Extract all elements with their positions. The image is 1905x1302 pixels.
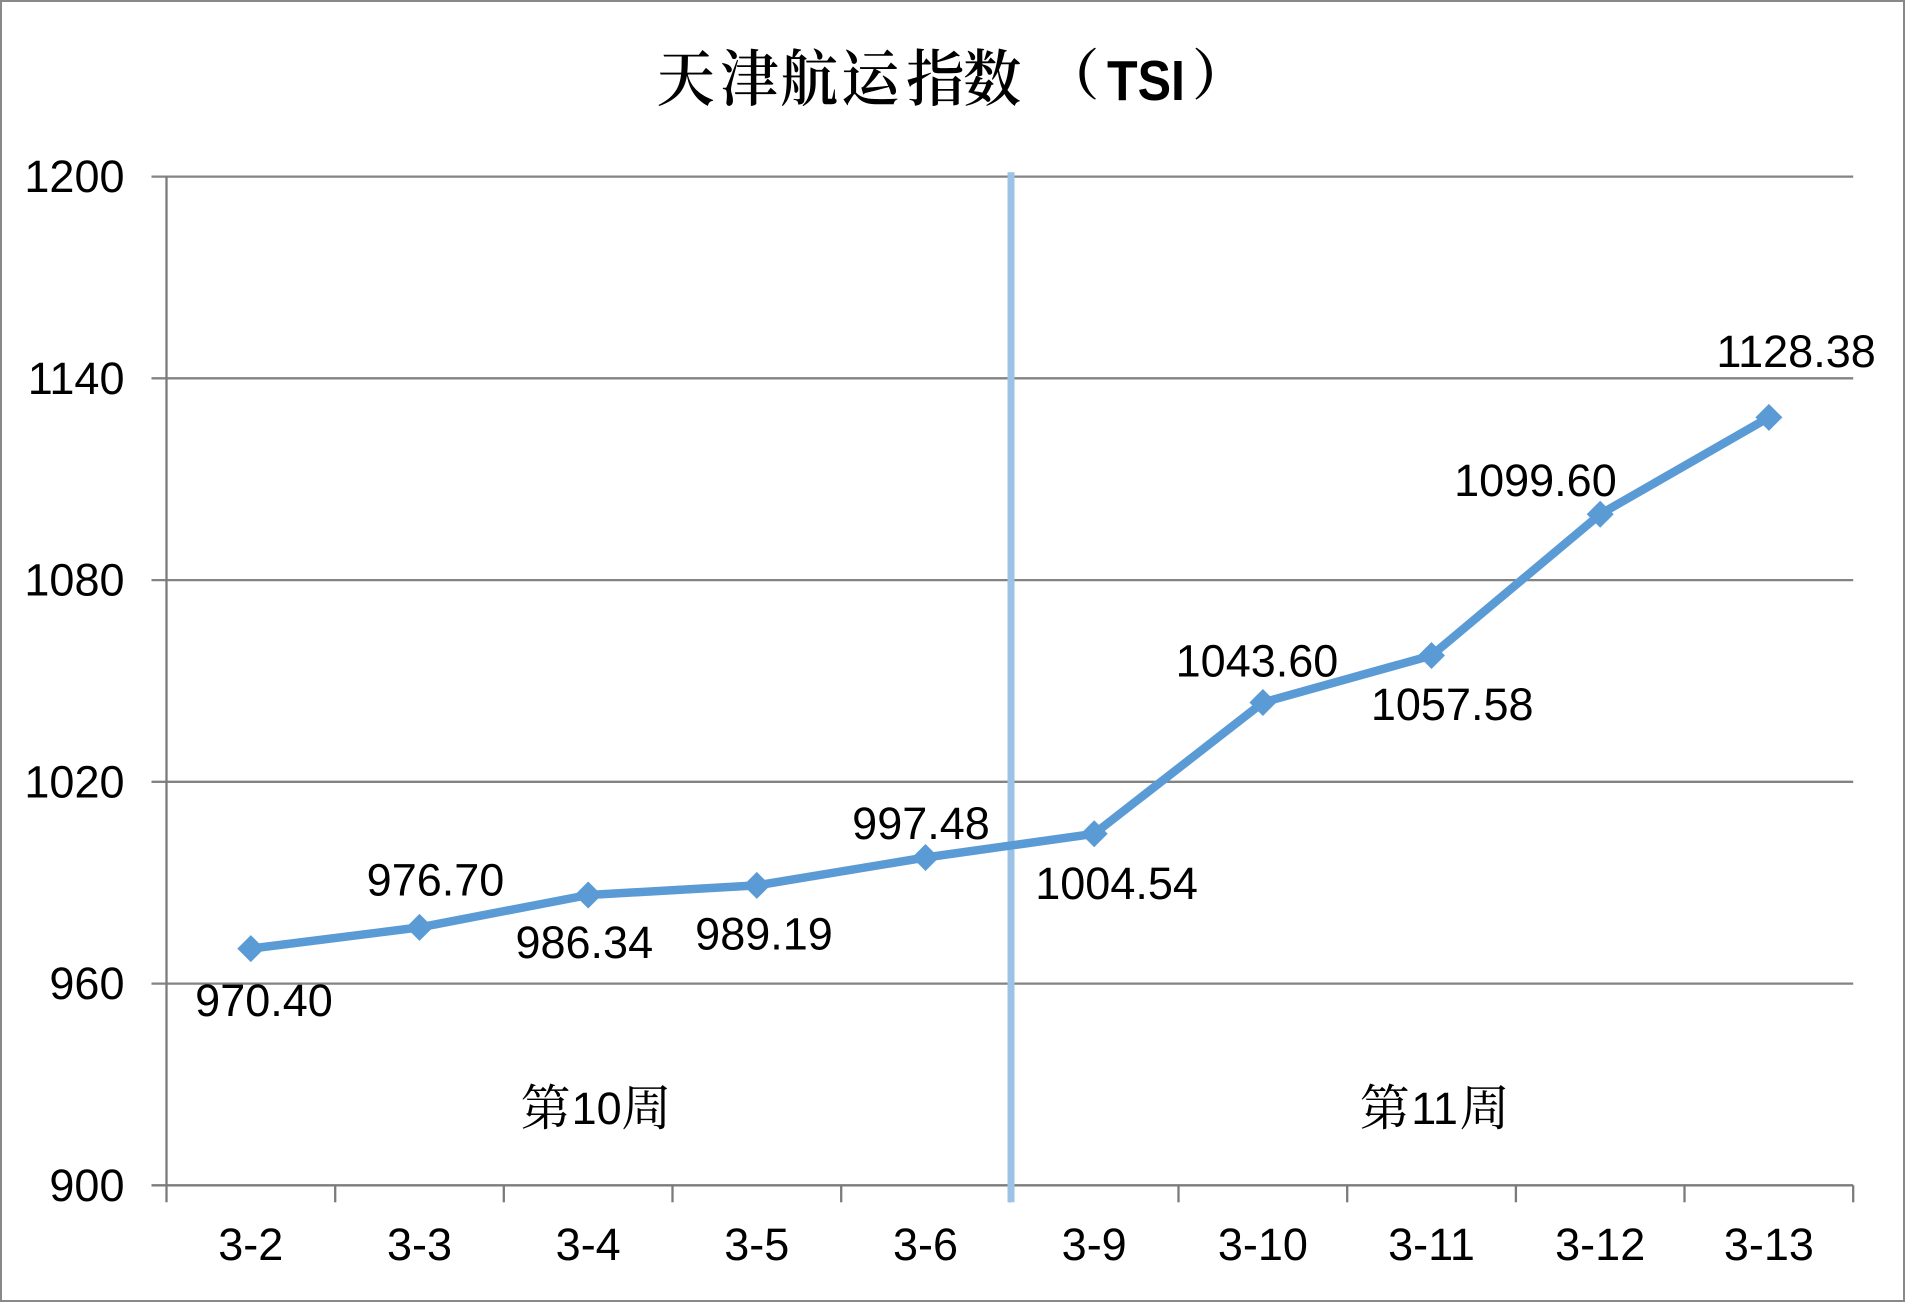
svg-text:1099.60: 1099.60 [1454,455,1617,506]
svg-text:3-12: 3-12 [1555,1219,1645,1270]
svg-text:3-3: 3-3 [387,1219,452,1270]
svg-text:989.19: 989.19 [695,909,833,960]
svg-text:3-4: 3-4 [556,1219,621,1270]
svg-text:1140: 1140 [28,353,125,404]
svg-text:997.48: 997.48 [852,798,990,849]
svg-text:1080: 1080 [24,555,124,606]
svg-text:3-6: 3-6 [893,1219,958,1270]
svg-text:1057.58: 1057.58 [1371,679,1534,730]
svg-text:960: 960 [49,958,124,1009]
svg-text:1128.38: 1128.38 [1716,326,1875,377]
svg-text:3-13: 3-13 [1724,1219,1814,1270]
svg-text:976.70: 976.70 [367,855,505,906]
svg-text:1020: 1020 [24,756,124,807]
svg-text:986.34: 986.34 [515,917,653,968]
svg-text:TSI: TSI [1107,49,1185,113]
svg-text:3-10: 3-10 [1218,1219,1308,1270]
svg-text:3-2: 3-2 [218,1219,283,1270]
svg-text:3-5: 3-5 [724,1219,789,1270]
svg-text:1043.60: 1043.60 [1176,635,1339,686]
svg-text:1004.54: 1004.54 [1035,858,1198,909]
svg-text:10: 10 [572,1083,622,1134]
svg-text:3-11: 3-11 [1388,1219,1475,1270]
svg-text:11: 11 [1411,1083,1458,1134]
svg-text:970.40: 970.40 [195,975,333,1026]
svg-text:900: 900 [49,1160,124,1211]
svg-text:1200: 1200 [24,151,124,202]
svg-text:3-9: 3-9 [1062,1219,1127,1270]
